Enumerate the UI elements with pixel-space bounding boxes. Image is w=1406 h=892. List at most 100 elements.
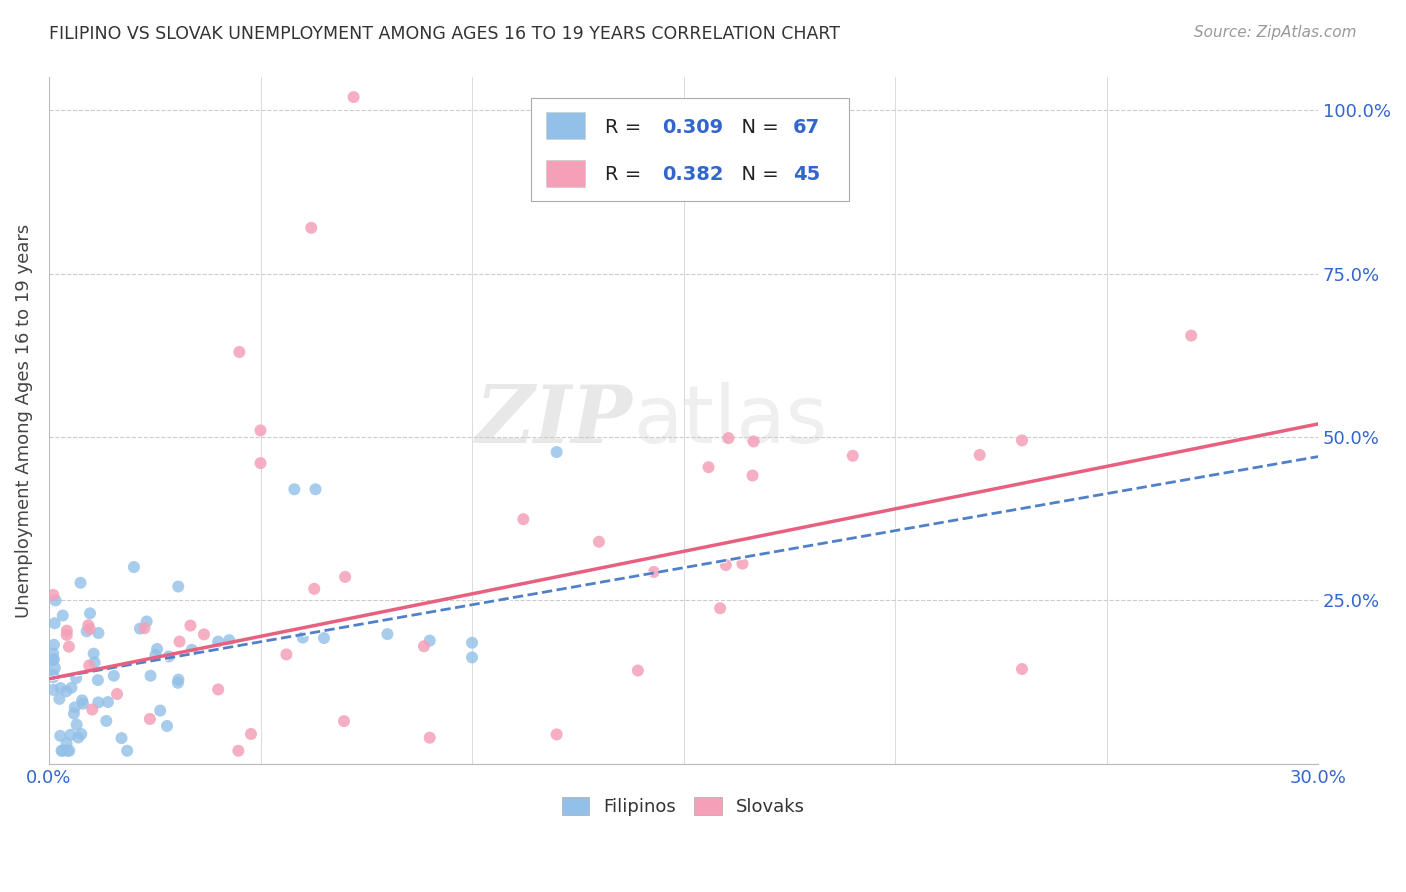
Point <box>79 607 101 621</box>
Point <box>83 656 105 670</box>
Point <box>717 431 740 445</box>
Point <box>228 744 250 758</box>
Point <box>169 634 191 648</box>
Text: R =: R = <box>605 118 647 137</box>
Point <box>96 714 118 728</box>
Text: 45: 45 <box>793 165 820 185</box>
Point <box>207 682 229 697</box>
Point <box>193 627 215 641</box>
Point <box>69 575 91 590</box>
Point <box>42 682 65 697</box>
Point <box>87 626 110 640</box>
Point <box>51 744 73 758</box>
Point <box>1180 328 1202 343</box>
Point <box>44 616 66 631</box>
Point <box>546 445 568 459</box>
Point <box>59 728 82 742</box>
Point <box>156 719 179 733</box>
Point <box>63 706 86 721</box>
Point <box>105 687 128 701</box>
Point <box>461 636 484 650</box>
Point <box>42 652 65 666</box>
Point <box>239 727 262 741</box>
Point <box>249 456 271 470</box>
Point <box>969 448 991 462</box>
Point <box>546 727 568 741</box>
Point <box>419 731 441 745</box>
Point <box>714 558 737 572</box>
Point <box>82 702 104 716</box>
Point <box>207 634 229 648</box>
Point <box>42 647 65 661</box>
Point <box>461 650 484 665</box>
Point <box>512 512 534 526</box>
Text: FILIPINO VS SLOVAK UNEMPLOYMENT AMONG AGES 16 TO 19 YEARS CORRELATION CHART: FILIPINO VS SLOVAK UNEMPLOYMENT AMONG AG… <box>49 25 841 43</box>
FancyBboxPatch shape <box>547 160 585 186</box>
Point <box>87 673 110 687</box>
Point <box>139 669 162 683</box>
Point <box>312 631 335 645</box>
Point <box>115 744 138 758</box>
Point <box>413 639 436 653</box>
Text: 0.309: 0.309 <box>662 118 723 137</box>
Point <box>149 704 172 718</box>
Point <box>42 638 65 652</box>
Point <box>48 692 70 706</box>
Point <box>304 582 326 596</box>
Point <box>129 622 152 636</box>
Point <box>643 565 665 579</box>
Point <box>179 618 201 632</box>
Point <box>49 681 72 695</box>
Point <box>741 468 763 483</box>
Point <box>44 661 66 675</box>
Point <box>58 744 80 758</box>
Point <box>709 601 731 615</box>
Point <box>42 667 65 681</box>
Point <box>77 658 100 673</box>
Point <box>276 648 298 662</box>
Point <box>291 631 314 645</box>
Text: 67: 67 <box>793 118 820 137</box>
Text: ZIP: ZIP <box>475 382 633 459</box>
Point <box>1011 434 1033 448</box>
Point <box>70 727 93 741</box>
Point <box>77 618 100 632</box>
Point <box>180 643 202 657</box>
Point <box>731 557 754 571</box>
Point <box>67 731 90 745</box>
Point <box>299 220 322 235</box>
Point <box>56 624 79 638</box>
Point <box>228 345 250 359</box>
Point <box>55 736 77 750</box>
Point <box>419 633 441 648</box>
Point <box>627 664 650 678</box>
Point <box>333 570 356 584</box>
Point <box>110 731 132 745</box>
Point <box>83 647 105 661</box>
Point <box>134 621 156 635</box>
Point <box>377 627 399 641</box>
Point <box>56 744 79 758</box>
Point <box>842 449 865 463</box>
Point <box>139 712 162 726</box>
Text: R =: R = <box>605 165 647 185</box>
Point <box>52 608 75 623</box>
Y-axis label: Unemployment Among Ages 16 to 19 years: Unemployment Among Ages 16 to 19 years <box>15 224 32 618</box>
Point <box>42 653 65 667</box>
Text: 0.382: 0.382 <box>662 165 724 185</box>
Point <box>218 633 240 648</box>
Point <box>42 588 65 602</box>
Point <box>65 717 87 731</box>
Point <box>1011 662 1033 676</box>
Text: atlas: atlas <box>633 382 827 459</box>
Point <box>55 628 77 642</box>
Legend: Filipinos, Slovaks: Filipinos, Slovaks <box>555 789 813 823</box>
Point <box>167 675 190 690</box>
Point <box>55 684 77 698</box>
Point <box>157 649 180 664</box>
Point <box>135 615 157 629</box>
Point <box>65 671 87 685</box>
Point <box>60 681 83 695</box>
Point <box>76 624 98 639</box>
Point <box>103 669 125 683</box>
